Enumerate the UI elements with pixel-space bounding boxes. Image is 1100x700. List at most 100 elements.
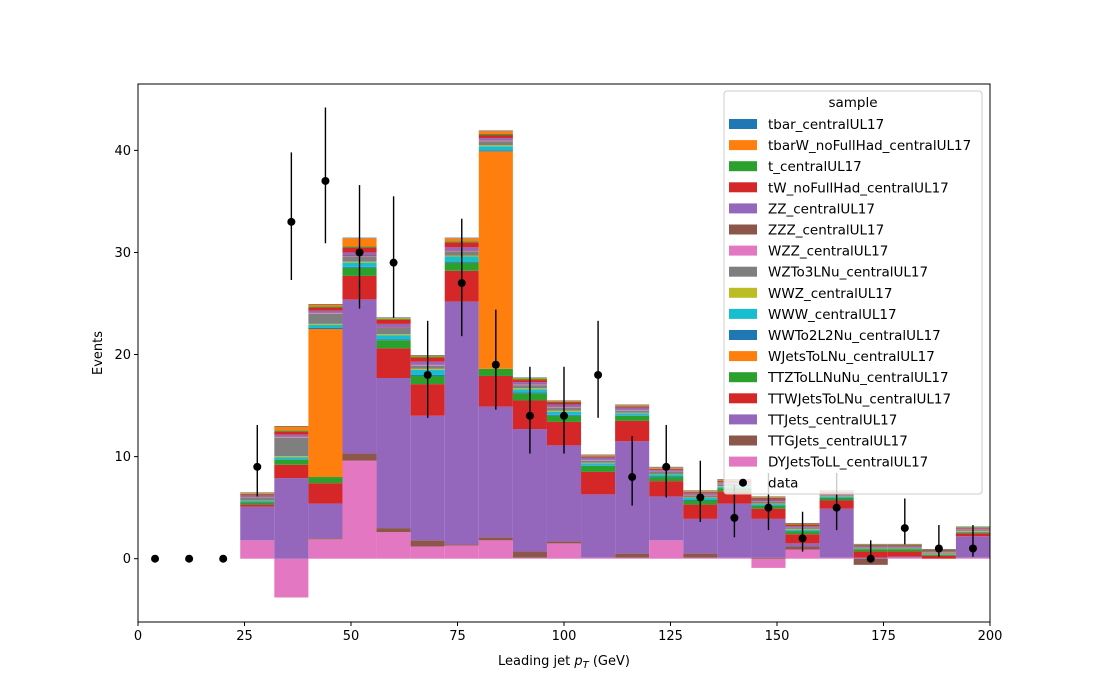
y-tick-label-2: 20 bbox=[114, 348, 131, 363]
bar-ZZ_centralUL17-bin-7 bbox=[376, 323, 411, 327]
legend-entries: tbar_centralUL17 tbarW_noFullHad_centralU… bbox=[729, 117, 971, 492]
bar-WZZ_centralUL17-bin-3 bbox=[240, 496, 275, 498]
bar-ZZZ_centralUL17-bin-14 bbox=[615, 409, 650, 411]
data-point-1 bbox=[185, 554, 194, 563]
bar-tW_noFullHad_centralUL17-bin-10 bbox=[478, 135, 513, 139]
legend-swatch-TTGJets_centralUL17 bbox=[729, 435, 757, 446]
bar-tbarW_noFullHad_centralUL17-bin-14 bbox=[615, 405, 650, 407]
x-axis-label-text: Leading jet bbox=[498, 654, 574, 669]
bar-DYJetsToLL_centralUL17-bin-7 bbox=[376, 532, 411, 559]
bar-WWTo2L2Nu_centralUL17-bin-3 bbox=[240, 502, 275, 503]
bar-ZZ_centralUL17-bin-13 bbox=[581, 457, 616, 460]
x-axis-ticks: 0 25 50 75 100 125 150 175 200 bbox=[134, 622, 1003, 644]
x-axis-label: Leading jet pT (GeV) bbox=[498, 654, 630, 671]
bar-tW_noFullHad_centralUL17-bin-5 bbox=[308, 307, 343, 311]
legend-swatch-tbarW_noFullHad_centralUL17 bbox=[729, 140, 757, 151]
bar-WWZ_centralUL17-bin-7 bbox=[376, 334, 411, 336]
data-points bbox=[151, 107, 977, 563]
bar-WZZ_centralUL17-bin-4 bbox=[274, 437, 309, 438]
bar-WWW_centralUL17-bin-10 bbox=[478, 146, 513, 151]
bar-ZZ_centralUL17-bin-22 bbox=[887, 545, 922, 547]
legend-label-data: data bbox=[768, 476, 798, 492]
bar-ZZ_centralUL17-bin-10 bbox=[478, 138, 513, 141]
data-point-20 bbox=[832, 503, 841, 512]
data-point-13 bbox=[594, 370, 603, 379]
bar-t_centralUL17-bin-5 bbox=[308, 306, 343, 308]
bar-WWTo2L2Nu_centralUL17-bin-10 bbox=[478, 150, 513, 152]
bar-WZTo3LNu_centralUL17-bin-14 bbox=[615, 410, 650, 413]
bar-WZTo3LNu_centralUL17-bin-10 bbox=[478, 141, 513, 146]
y-axis-label: Events bbox=[91, 331, 106, 375]
data-point-21 bbox=[866, 554, 875, 563]
bar-TTGJets_centralUL17-bin-9 bbox=[444, 544, 479, 546]
legend-label-WWTo2L2Nu_centralUL17: WWTo2L2Nu_centralUL17 bbox=[768, 328, 941, 344]
legend-label-ZZZ_centralUL17: ZZZ_centralUL17 bbox=[768, 223, 884, 239]
data-point-2 bbox=[219, 554, 228, 563]
legend-swatch-TTJets_centralUL17 bbox=[729, 414, 757, 425]
data-point-15 bbox=[662, 462, 671, 471]
legend-swatch-WWW_centralUL17 bbox=[729, 308, 757, 319]
data-point-16 bbox=[696, 493, 705, 502]
data-point-5 bbox=[321, 176, 330, 185]
bar-WWTo2L2Nu_centralUL17-bin-7 bbox=[376, 339, 411, 341]
bar-WZTo3LNu_centralUL17-bin-22 bbox=[887, 547, 922, 549]
bar-t_centralUL17-bin-7 bbox=[376, 318, 411, 320]
legend-swatch-tbar_centralUL17 bbox=[729, 119, 757, 129]
bar-tbarW_noFullHad_centralUL17-bin-10 bbox=[478, 130, 513, 135]
bar-TTGJets_centralUL17-bin-14 bbox=[615, 553, 650, 558]
data-point-4 bbox=[287, 217, 296, 226]
x-tick-label-6: 150 bbox=[765, 629, 790, 644]
data-point-10 bbox=[491, 360, 500, 369]
bar-tW_noFullHad_centralUL17-bin-14 bbox=[615, 406, 650, 408]
bar-TTGJets_centralUL17-bin-12 bbox=[546, 541, 582, 544]
x-axis-label-unit: (GeV) bbox=[589, 654, 630, 669]
data-point-19 bbox=[798, 534, 807, 543]
bar-DYJetsToLL_centralUL17-bin-16 bbox=[683, 557, 718, 559]
legend-label-ZZ_centralUL17: ZZ_centralUL17 bbox=[768, 201, 875, 217]
bar-TTWJetsToLNu_centralUL17-bin-3 bbox=[240, 504, 275, 507]
data-point-12 bbox=[560, 411, 568, 420]
bar-WWZ_centralUL17-bin-3 bbox=[240, 500, 275, 502]
bar-ZZZ_centralUL17-bin-13 bbox=[581, 459, 616, 461]
y-tick-label-3: 30 bbox=[114, 246, 131, 261]
data-point-6 bbox=[355, 248, 364, 257]
bar-t_centralUL17-bin-4 bbox=[274, 430, 309, 432]
bar-t_centralUL17-bin-14 bbox=[615, 406, 650, 407]
bar-TTJets_centralUL17-bin-10 bbox=[478, 406, 513, 538]
legend-label-tW_noFullHad_centralUL17: tW_noFullHad_centralUL17 bbox=[768, 180, 949, 196]
legend-label-DYJetsToLL_centralUL17: DYJetsToLL_centralUL17 bbox=[768, 455, 928, 471]
bar-DYJetsToLL_centralUL17-bin-11 bbox=[512, 557, 547, 559]
bar-TTZToLLNuNu_centralUL17-bin-7 bbox=[376, 340, 411, 349]
bar-t_centralUL17-bin-22 bbox=[887, 544, 922, 546]
bar-DYJetsToLL_centralUL17-bin-17 bbox=[717, 557, 752, 559]
bar-TTJets_centralUL17-bin-4 bbox=[274, 478, 309, 559]
x-tick-label-8: 200 bbox=[978, 629, 1003, 644]
bar-TTJets_centralUL17-bin-16 bbox=[683, 518, 718, 554]
bar-WZZ_centralUL17-bin-10 bbox=[478, 140, 513, 142]
bar-TTGJets_centralUL17-bin-7 bbox=[376, 528, 411, 533]
y-tick-label-4: 40 bbox=[114, 144, 131, 159]
legend-label-tbarW_noFullHad_centralUL17: tbarW_noFullHad_centralUL17 bbox=[768, 138, 971, 154]
bar-TTZToLLNuNu_centralUL17-bin-3 bbox=[240, 502, 275, 505]
bar-tW_noFullHad_centralUL17-bin-4 bbox=[274, 431, 309, 435]
data-point-11 bbox=[525, 411, 534, 420]
bar-WZTo3LNu_centralUL17-bin-13 bbox=[581, 460, 616, 463]
bar-WWZ_centralUL17-bin-5 bbox=[308, 323, 343, 325]
x-tick-label-3: 75 bbox=[449, 629, 466, 644]
bar-DYJetsToLL_centralUL17-bin-15 bbox=[649, 540, 684, 559]
legend-title: sample bbox=[828, 95, 877, 111]
x-axis-label-math: p bbox=[573, 654, 582, 669]
legend-swatch-t_centralUL17 bbox=[729, 161, 757, 172]
bar-DYJetsToLL_centralUL17-bin-10 bbox=[478, 540, 513, 559]
bar-TTJets_centralUL17-bin-7 bbox=[376, 378, 411, 529]
bar-TTWJetsToLNu_centralUL17-bin-13 bbox=[581, 471, 616, 495]
data-point-18 bbox=[764, 503, 773, 512]
bar-TTGJets_centralUL17-bin-5 bbox=[308, 538, 343, 540]
bar-TTZToLLNuNu_centralUL17-bin-22 bbox=[887, 549, 922, 552]
data-point-24 bbox=[968, 544, 977, 553]
bar-WWZ_centralUL17-bin-13 bbox=[581, 462, 616, 464]
y-tick-label-0: 0 bbox=[123, 552, 131, 567]
bar-WWTo2L2Nu_centralUL17-bin-14 bbox=[615, 415, 650, 416]
legend-swatch-WZTo3LNu_centralUL17 bbox=[729, 266, 757, 277]
